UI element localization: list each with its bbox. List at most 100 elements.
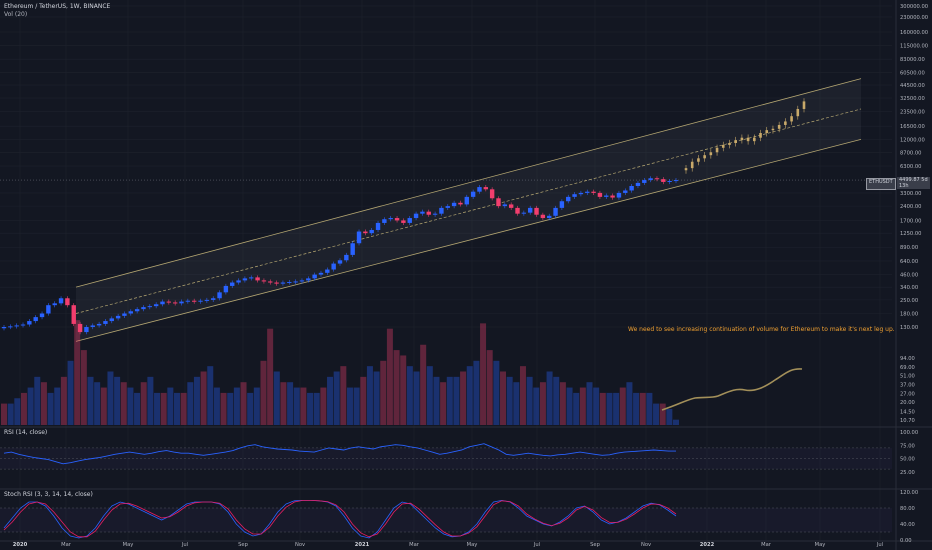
last-price-tag: 4499.87 5d 13h <box>897 177 930 189</box>
price-tick-label: 6300.00 <box>900 164 921 170</box>
price-axis[interactable]: 300000.00 230000.00 160000.00 115000.00 8300… <box>900 4 928 544</box>
volume-bar <box>473 360 480 425</box>
rsi-tick-label: 100.00 <box>900 430 918 436</box>
volume-tick-label: 37.00 <box>900 383 915 389</box>
candle-body <box>591 191 596 193</box>
volume-projection-path <box>661 368 803 411</box>
time-tick-label: 2021 <box>355 542 370 548</box>
volume-bar <box>386 328 393 425</box>
volume-bar <box>446 376 453 425</box>
volume-bar <box>220 392 227 425</box>
volume-bar <box>513 382 520 425</box>
channel-fill <box>76 78 861 342</box>
candle-body <box>84 326 89 333</box>
candle-body <box>147 306 153 308</box>
volume-bar <box>393 350 400 425</box>
candle-body <box>642 180 647 183</box>
price-tick-label: 83000.00 <box>900 57 925 63</box>
volume-bar <box>260 360 267 425</box>
candle-body <box>331 263 336 270</box>
time-tick-label: Sep <box>590 542 600 548</box>
volume-bar <box>154 392 161 425</box>
price-tick-label: 250.00 <box>900 298 918 304</box>
candle-body <box>128 311 133 314</box>
volume-bar <box>307 392 314 425</box>
volume-projection-curve[interactable] <box>661 368 803 411</box>
projected-candles[interactable] <box>684 98 806 174</box>
volume-bar <box>613 392 620 425</box>
projected-candle-body <box>728 143 731 145</box>
candle-body <box>185 300 191 302</box>
channel-upper-line <box>75 78 862 288</box>
volume-bar <box>586 382 593 425</box>
candle-body <box>261 280 267 282</box>
projected-candle-body <box>765 130 769 134</box>
time-tick-label: May <box>467 542 478 548</box>
candle-body <box>439 207 444 214</box>
candle-body <box>27 321 32 325</box>
time-tick-label: Mar <box>61 542 72 548</box>
time-tick-label: Mar <box>761 542 772 548</box>
stoch-tick-label: 80.00 <box>900 506 915 512</box>
volume-bar <box>460 371 467 425</box>
volume-bar <box>646 392 653 425</box>
symbol-tag: ETHUSDT <box>866 178 896 190</box>
candle-body <box>623 190 628 193</box>
candle-body <box>33 317 38 322</box>
volume-title: Vol (20) <box>4 11 28 18</box>
candle-body <box>249 277 254 279</box>
candle-body <box>401 220 406 223</box>
volume-bar <box>80 350 87 425</box>
candle-body <box>312 274 317 279</box>
volume-bar <box>526 376 533 425</box>
volume-bar <box>114 376 121 425</box>
time-tick-label: May <box>815 542 826 548</box>
volume-bar <box>27 387 34 425</box>
rsi-title: RSI (14, close) <box>4 429 48 436</box>
candle-body <box>426 211 431 215</box>
volume-bar <box>87 376 94 425</box>
candle-body <box>1 326 7 329</box>
candle-body <box>141 307 146 310</box>
candle-body <box>71 305 76 324</box>
candle-body <box>166 301 172 303</box>
volume-bar <box>14 398 21 425</box>
candle-body <box>534 207 539 215</box>
volume-bar <box>287 382 294 425</box>
price-tick-label: 160000.00 <box>900 30 928 36</box>
volume-bar <box>20 392 27 425</box>
volume-bar <box>593 387 600 425</box>
volume-bar <box>167 387 174 425</box>
channel-lower-line <box>75 139 862 342</box>
candle-body <box>610 195 615 198</box>
volume-bar <box>7 403 14 425</box>
volume-bar <box>366 366 373 425</box>
time-tick-label: Jul <box>876 542 883 548</box>
volume-bar <box>539 382 546 425</box>
price-tick-label: 44500.00 <box>900 83 925 89</box>
time-axis[interactable]: 2020 Mar May Jul Sep Nov 2021 Mar May Jul Sep Nov 20… <box>13 542 883 548</box>
volume-bar <box>94 382 101 425</box>
time-tick-label: Nov <box>641 542 651 548</box>
projected-candle-body <box>771 128 775 131</box>
candle-body <box>382 219 387 223</box>
candle-body <box>540 214 546 219</box>
candle-body <box>547 215 552 219</box>
volume-bar <box>34 376 41 425</box>
candle-body <box>375 222 381 230</box>
candle-body <box>432 213 438 215</box>
candle-body <box>527 207 533 213</box>
candle-body <box>337 260 343 264</box>
candle-body <box>236 280 241 283</box>
candle-body <box>230 282 235 286</box>
volume-bar <box>360 376 367 425</box>
parallel-channel[interactable] <box>75 78 862 342</box>
candle-body <box>597 192 603 197</box>
volume-bar <box>606 392 613 425</box>
price-tick-label: 460.00 <box>900 273 918 279</box>
idea-annotation[interactable]: We need to see increasing continuation o… <box>628 326 895 333</box>
candle-body <box>115 315 121 319</box>
volume-bar <box>633 392 640 425</box>
